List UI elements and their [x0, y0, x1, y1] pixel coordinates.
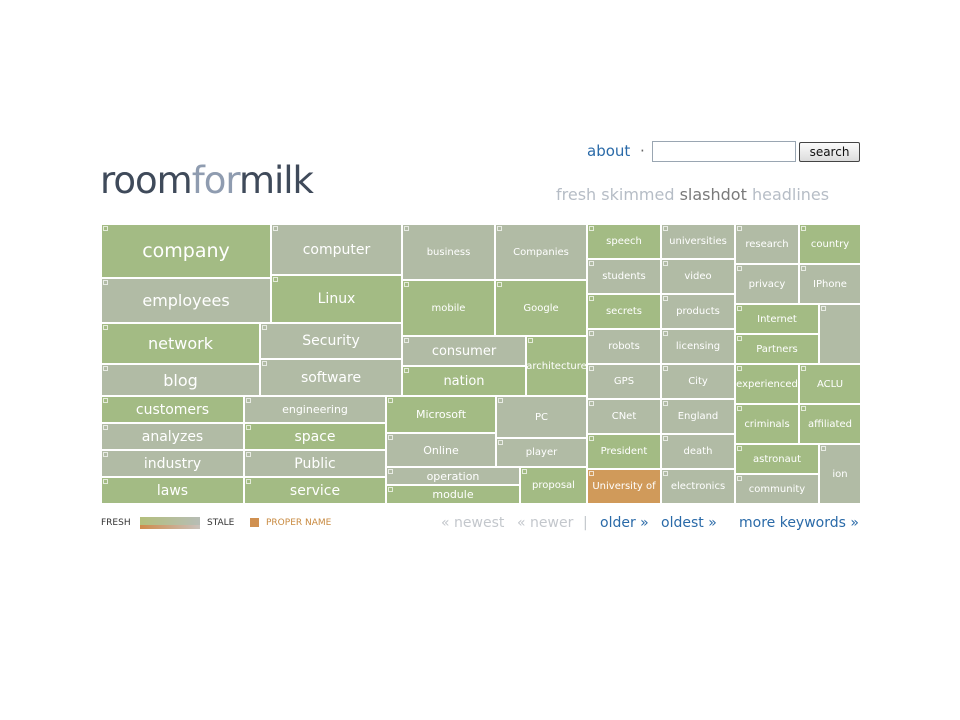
- keyword-tile[interactable]: Online: [386, 433, 496, 467]
- nav-older-link[interactable]: older »: [600, 515, 649, 531]
- keyword-tile[interactable]: nation: [402, 366, 526, 396]
- search-button[interactable]: search: [799, 142, 860, 162]
- keyword-tile[interactable]: architecture: [526, 336, 587, 396]
- keyword-tile[interactable]: software: [260, 359, 402, 396]
- subtitle-pre: fresh skimmed: [556, 185, 675, 204]
- keyword-tile[interactable]: module: [386, 485, 520, 504]
- keyword-tile[interactable]: space: [244, 423, 386, 450]
- keyword-tile[interactable]: Security: [260, 323, 402, 359]
- keyword-tile[interactable]: player: [496, 438, 587, 467]
- keyword-tile[interactable]: community: [735, 474, 819, 504]
- keyword-tile[interactable]: England: [661, 399, 735, 434]
- keyword-tile[interactable]: secrets: [587, 294, 661, 329]
- keyword-tile[interactable]: robots: [587, 329, 661, 364]
- nav-newer: « newer: [517, 515, 574, 531]
- legend-proper-label: PROPER NAME: [266, 518, 332, 528]
- legend-stale-label: STALE: [207, 518, 235, 528]
- keyword-tile[interactable]: CNet: [587, 399, 661, 434]
- keyword-tile[interactable]: operation: [386, 467, 520, 485]
- legend-gradient: [140, 517, 200, 529]
- keyword-tile[interactable]: products: [661, 294, 735, 329]
- keyword-tile[interactable]: electronics: [661, 469, 735, 504]
- keyword-tile[interactable]: criminals: [735, 404, 799, 444]
- keyword-tile[interactable]: network: [101, 323, 260, 364]
- keyword-tile[interactable]: City: [661, 364, 735, 399]
- keyword-tile[interactable]: licensing: [661, 329, 735, 364]
- keyword-tile[interactable]: Companies: [495, 224, 587, 280]
- keyword-tile[interactable]: death: [661, 434, 735, 469]
- page-subtitle: fresh skimmed slashdot headlines: [556, 185, 829, 204]
- keyword-tile[interactable]: Microsoft: [386, 396, 496, 433]
- keyword-tile[interactable]: industry: [101, 450, 244, 477]
- keyword-tile[interactable]: astronaut: [735, 444, 819, 474]
- keyword-tile[interactable]: experienced: [735, 364, 799, 404]
- logo-milk: milk: [238, 159, 314, 202]
- keyword-tile[interactable]: research: [735, 224, 799, 264]
- keyword-tile[interactable]: University of: [587, 469, 661, 504]
- nav-oldest-link[interactable]: oldest »: [661, 515, 717, 531]
- keyword-tile[interactable]: universities: [661, 224, 735, 259]
- legend-proper-swatch: [250, 518, 259, 527]
- header-separator: ·: [640, 142, 645, 160]
- keyword-tile[interactable]: proposal: [520, 467, 587, 504]
- keyword-tile[interactable]: employees: [101, 278, 271, 323]
- keyword-tile[interactable]: ion: [819, 444, 861, 504]
- legend-fresh-label: FRESH: [101, 518, 131, 528]
- keyword-tile[interactable]: blog: [101, 364, 260, 396]
- keyword-tile[interactable]: business: [402, 224, 495, 280]
- keyword-tile[interactable]: affiliated: [799, 404, 861, 444]
- keyword-tile[interactable]: country: [799, 224, 861, 264]
- keyword-tile[interactable]: Public: [244, 450, 386, 477]
- keyword-tile[interactable]: analyzes: [101, 423, 244, 450]
- keyword-tile[interactable]: ACLU: [799, 364, 861, 404]
- keyword-tile[interactable]: engineering: [244, 396, 386, 423]
- keyword-tile[interactable]: Google: [495, 280, 587, 336]
- keyword-tile[interactable]: PC: [496, 396, 587, 438]
- keyword-tile[interactable]: GPS: [587, 364, 661, 399]
- search-input[interactable]: [652, 141, 796, 162]
- keyword-treemap: company computer business Companies speech un…: [101, 224, 861, 504]
- keyword-tile[interactable]: IPhone: [799, 264, 861, 304]
- keyword-tile[interactable]: computer: [271, 224, 402, 275]
- keyword-tile[interactable]: Linux: [271, 275, 402, 323]
- subtitle-post: headlines: [751, 185, 830, 204]
- keyword-tile[interactable]: video: [661, 259, 735, 294]
- keyword-tile[interactable]: privacy: [735, 264, 799, 304]
- keyword-tile[interactable]: students: [587, 259, 661, 294]
- keyword-tile[interactable]: Internet: [735, 304, 819, 334]
- subtitle-source: slashdot: [679, 185, 747, 204]
- logo-room: room: [100, 159, 193, 202]
- site-logo: roomformilk: [100, 159, 314, 202]
- logo-for: for: [191, 159, 240, 202]
- keyword-tile[interactable]: Partners: [735, 334, 819, 364]
- keyword-tile[interactable]: consumer: [402, 336, 526, 366]
- nav-more-keywords-link[interactable]: more keywords »: [739, 515, 859, 531]
- keyword-tile[interactable]: laws: [101, 477, 244, 504]
- keyword-tile[interactable]: service: [244, 477, 386, 504]
- keyword-tile[interactable]: President: [587, 434, 661, 469]
- keyword-tile[interactable]: customers: [101, 396, 244, 423]
- keyword-tile[interactable]: company: [101, 224, 271, 278]
- keyword-tile[interactable]: speech: [587, 224, 661, 259]
- nav-separator: |: [583, 515, 588, 531]
- keyword-tile[interactable]: mobile: [402, 280, 495, 336]
- about-link[interactable]: about: [587, 142, 631, 160]
- keyword-tile[interactable]: [819, 304, 861, 364]
- nav-newest: « newest: [441, 515, 505, 531]
